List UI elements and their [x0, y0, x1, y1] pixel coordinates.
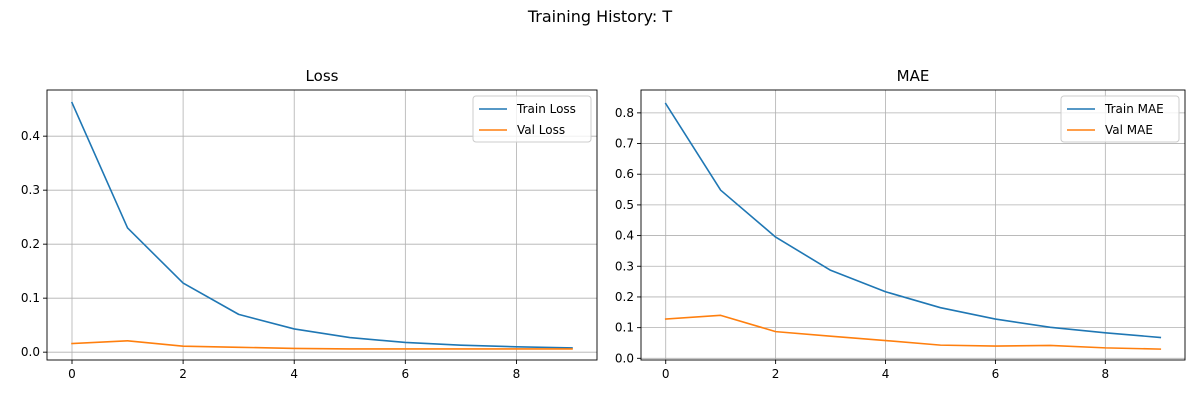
train-mae-line	[664, 102, 1162, 339]
train-mae-legend-label: Train MAE	[1104, 102, 1164, 116]
loss-chart: 0 2 4 6 8 0.0 0.1 0.2 0.3 0.4 Loss Train Loss Val Lo…	[21, 67, 598, 381]
loss-y-tick-label: 0.0	[21, 345, 40, 359]
mae-y-tick-label: 0.5	[615, 198, 634, 212]
loss-axes-frame	[46, 89, 598, 361]
val-loss-legend-label: Val Loss	[517, 123, 565, 137]
mae-x-tick-label: 6	[992, 367, 1000, 381]
loss-x-tick-label: 6	[402, 367, 410, 381]
mae-y-tick-label: 0.2	[615, 290, 634, 304]
mae-y-tick-label: 0.0	[615, 351, 634, 365]
mae-y-tick-label: 0.7	[615, 137, 634, 151]
loss-x-tick-label: 4	[290, 367, 298, 381]
mae-y-tick-label: 0.1	[615, 321, 634, 335]
mae-x-tick-label: 8	[1102, 367, 1110, 381]
mae-chart-title: MAE	[897, 67, 930, 85]
mae-legend: Train MAE Val MAE	[1060, 95, 1180, 143]
mae-y-tick-label: 0.3	[615, 259, 634, 273]
mae-axes-frame	[640, 89, 1186, 361]
mae-y-tick-label: 0.4	[615, 229, 634, 243]
train-loss-line	[70, 101, 573, 349]
loss-x-tick-label: 8	[513, 367, 521, 381]
loss-y-tick-label: 0.1	[21, 291, 40, 305]
train-loss-legend-label: Train Loss	[516, 102, 576, 116]
loss-y-tick-label: 0.3	[21, 183, 40, 197]
val-mae-legend-label: Val MAE	[1105, 123, 1153, 137]
mae-y-tick-label: 0.8	[615, 106, 634, 120]
loss-chart-title: Loss	[306, 67, 339, 85]
loss-legend: Train Loss Val Loss	[472, 95, 592, 143]
val-mae-line	[664, 314, 1162, 350]
mae-x-tick-label: 0	[662, 367, 670, 381]
mae-chart: 0 2 4 6 8 0.0 0.1 0.2 0.3 0.4 0.5 0.6 0.7 0.8 MAE Train…	[615, 67, 1186, 381]
loss-x-tick-label: 0	[68, 367, 76, 381]
mae-x-tick-label: 4	[882, 367, 890, 381]
loss-y-tick-label: 0.2	[21, 237, 40, 251]
loss-y-tick-label: 0.4	[21, 129, 40, 143]
loss-x-tick-label: 2	[179, 367, 187, 381]
mae-y-tick-label: 0.6	[615, 167, 634, 181]
val-loss-line	[71, 340, 573, 350]
mae-x-tick-label: 2	[772, 367, 780, 381]
figure-suptitle: Training History: T	[527, 7, 672, 26]
